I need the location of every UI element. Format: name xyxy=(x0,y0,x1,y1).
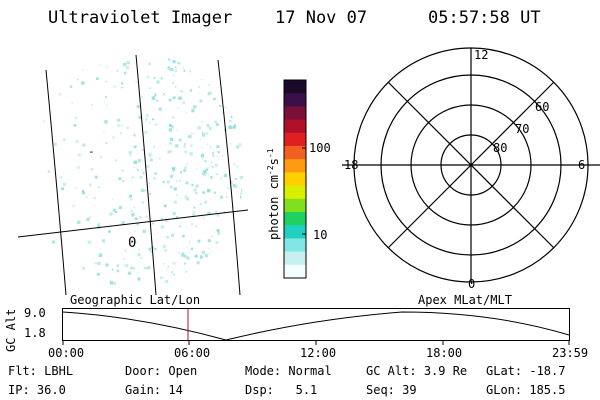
geographic-image-panel: - 0 xyxy=(18,55,248,295)
info-dsp: Dsp: 5.1 xyxy=(245,383,318,397)
time-tick-1200: 12:00 xyxy=(300,346,337,360)
colorbar-band xyxy=(284,198,306,213)
colorbar-band xyxy=(284,159,306,173)
info-seq: Seq: 39 xyxy=(366,383,417,397)
colorbar-band xyxy=(284,225,306,239)
time-tick-1800: 18:00 xyxy=(426,346,463,360)
info-flt: Flt: LBHL xyxy=(8,364,74,378)
strip-axis-label: GC Alt xyxy=(4,308,18,352)
colorbar-tick-10: 10 xyxy=(313,228,328,242)
strip-ytick-bottom: 1.8 xyxy=(24,326,46,340)
colorbar-gradient xyxy=(284,80,306,279)
altitude-strip-plot xyxy=(62,308,570,345)
mlat-label-60: 60 xyxy=(535,100,549,114)
info-door: Door: Open xyxy=(125,364,198,378)
colorbar-band xyxy=(284,251,306,266)
mlt-label-12: 12 xyxy=(474,48,488,62)
colorbar-band xyxy=(284,172,306,187)
lat-lon-grid xyxy=(18,55,248,295)
time-tick-2359: 23:59 xyxy=(552,346,589,360)
colorbar-band xyxy=(284,264,306,279)
info-glon: GLon: 185.5 xyxy=(486,383,566,397)
mlt-label-18: 18 xyxy=(344,158,358,172)
colorbar-band xyxy=(284,212,306,226)
instrument-title: Ultraviolet Imager xyxy=(48,8,233,28)
info-gc-alt: GC Alt: 3.9 Re xyxy=(366,364,468,378)
date-label: 17 Nov 07 xyxy=(275,8,368,28)
colorbar-band xyxy=(284,119,306,134)
time-label: 05:57:58 UT xyxy=(428,8,541,28)
colorbar xyxy=(283,79,307,279)
mlt-label-0: 0 xyxy=(468,277,475,290)
time-tick-0000: 00:00 xyxy=(48,346,85,360)
strip-right-title: Apex MLat/MLT xyxy=(418,293,512,307)
info-ip: IP: 36.0 xyxy=(8,383,66,397)
altitude-curve xyxy=(62,311,570,341)
info-glat: GLat: -18.7 xyxy=(486,364,566,378)
colorbar-band xyxy=(284,80,306,94)
mlt-label-6: 6 xyxy=(578,158,585,172)
colorbar-band xyxy=(284,238,306,253)
image-label-b: 0 xyxy=(128,235,136,251)
polar-mlat-mlt-plot: 12 18 6 0 60 70 80 xyxy=(342,47,600,290)
colorbar-band xyxy=(284,106,306,121)
image-label-a: - xyxy=(88,145,95,158)
time-tick-0600: 06:00 xyxy=(174,346,211,360)
colorbar-tick-100: 100 xyxy=(309,141,331,155)
strip-ytick-top: 9.0 xyxy=(24,306,46,320)
info-gain: Gain: 14 xyxy=(125,383,183,397)
colorbar-band xyxy=(284,185,306,200)
colorbar-band xyxy=(284,93,306,107)
colorbar-unit-label: photon cm-2s-1 xyxy=(266,148,281,240)
mlat-label-80: 80 xyxy=(493,141,507,155)
info-mode: Mode: Normal xyxy=(245,364,332,378)
strip-left-title: Geographic Lat/Lon xyxy=(70,293,201,307)
colorbar-band xyxy=(284,132,306,147)
uv-emission-speckles xyxy=(33,55,244,288)
colorbar-band xyxy=(284,146,306,160)
mlat-label-70: 70 xyxy=(515,122,529,136)
